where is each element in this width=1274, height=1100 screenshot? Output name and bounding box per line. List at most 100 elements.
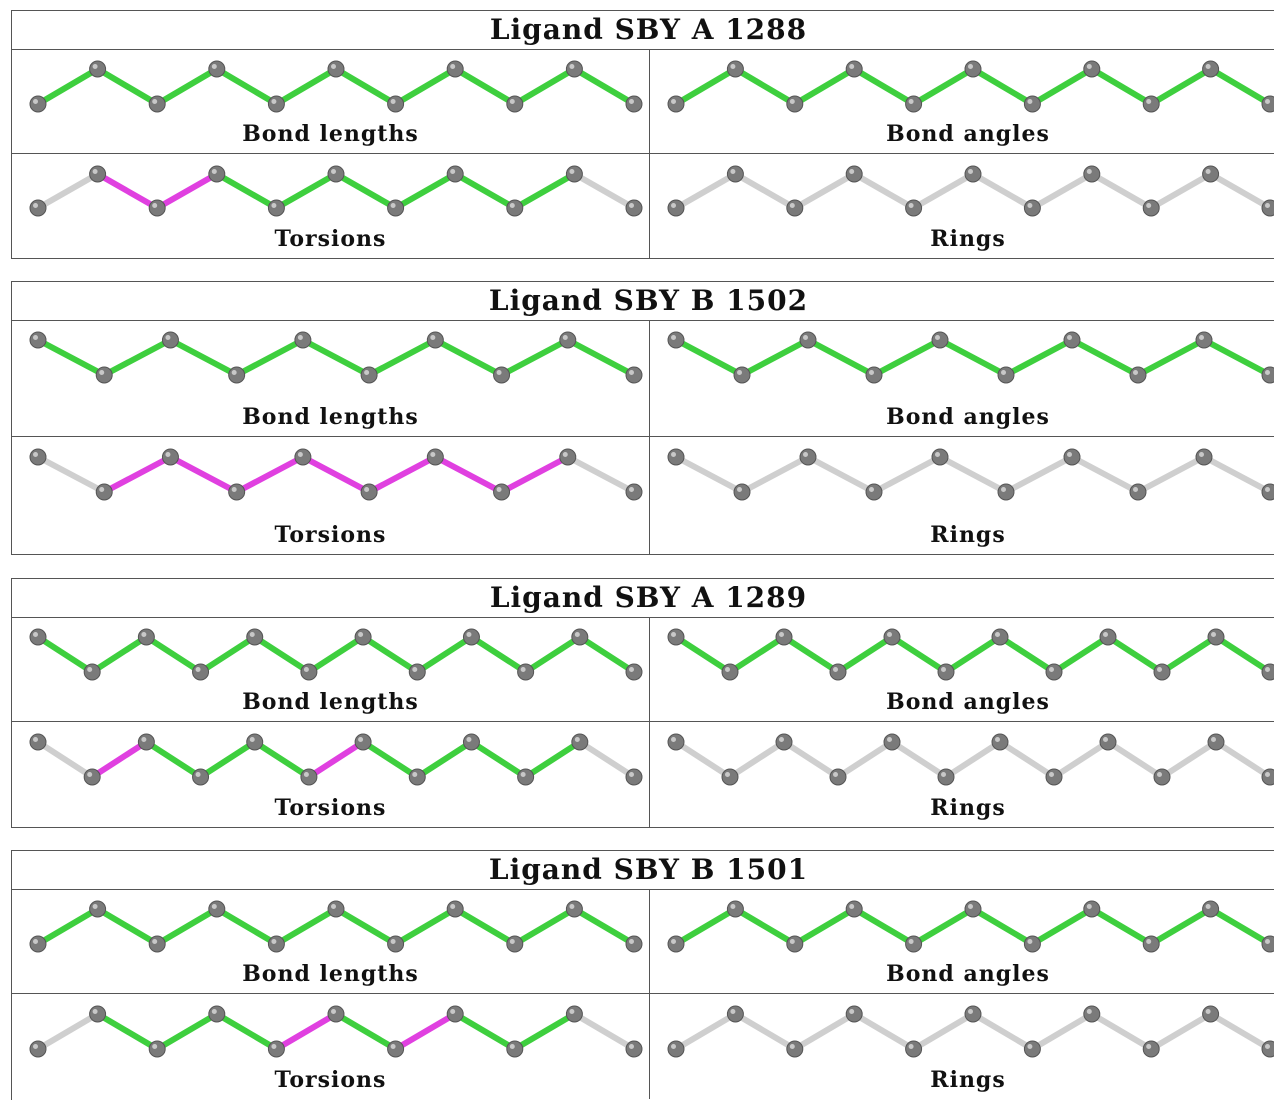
bond-neutral	[1029, 1011, 1095, 1052]
atom-highlight	[569, 904, 575, 909]
carbon-atom	[29, 1040, 47, 1058]
bond-neutral	[970, 1011, 1036, 1052]
carbon-atom	[1261, 366, 1274, 384]
carbon-atom	[726, 165, 744, 183]
panel-label: Bond lengths	[242, 121, 419, 147]
atom-highlight	[1265, 667, 1270, 672]
bond-ok	[213, 1011, 280, 1052]
bond-neutral	[1207, 171, 1273, 211]
molecule-view	[29, 628, 643, 681]
atom-highlight	[671, 632, 676, 637]
bond-neutral	[1069, 454, 1141, 495]
bond-ok	[213, 171, 280, 211]
bond-neutral	[673, 171, 739, 211]
bond-neutral	[1088, 1011, 1155, 1052]
bond-ok	[1207, 66, 1273, 107]
carbon-atom	[845, 1005, 863, 1023]
bond-ok	[511, 1011, 578, 1052]
carbon-atom	[208, 165, 226, 183]
bond-lengths-panel: Bond lengths	[12, 49, 650, 154]
atom-highlight	[935, 335, 940, 340]
bond-neutral	[851, 1011, 917, 1052]
carbon-atom	[1202, 60, 1220, 78]
atom-highlight	[725, 772, 730, 777]
bond-angles-panel: Bond angles	[650, 49, 1274, 154]
carbon-atom	[228, 366, 246, 384]
carbon-atom	[29, 628, 47, 646]
carbon-atom	[905, 935, 923, 953]
bond-ok	[35, 66, 101, 107]
bond-ok	[522, 739, 583, 780]
carbon-atom	[931, 331, 949, 349]
carbon-atom	[493, 366, 511, 384]
atom-highlight	[271, 1044, 277, 1049]
atom-highlight	[195, 667, 201, 672]
bond-ok	[452, 1011, 518, 1052]
atom-highlight	[730, 1009, 736, 1014]
bond-ok	[1105, 634, 1165, 675]
atom-highlight	[908, 939, 914, 944]
atom-highlight	[496, 370, 502, 375]
ligand-block: Ligand SBY B 1502 Bond lengths Bond angl…	[11, 281, 1274, 555]
atom-highlight	[574, 632, 580, 637]
carbon-atom	[1083, 900, 1101, 918]
bond-ok	[791, 66, 858, 107]
atom-highlight	[1103, 632, 1108, 637]
carbon-atom	[845, 165, 863, 183]
atom-highlight	[331, 1009, 336, 1014]
atom-highlight	[271, 203, 277, 208]
atom-highlight	[99, 487, 105, 492]
bond-ok	[1088, 906, 1155, 947]
carbon-atom	[625, 768, 643, 786]
atom-highlight	[141, 737, 147, 742]
atom-highlight	[271, 939, 277, 944]
atom-highlight	[1027, 99, 1033, 104]
carbon-atom	[446, 1005, 464, 1023]
bond-ok	[805, 337, 877, 378]
bond-outlier	[233, 454, 306, 495]
carbon-atom	[559, 331, 577, 349]
bond-ok	[35, 634, 96, 675]
carbon-atom	[192, 663, 210, 681]
molecule-view	[29, 331, 643, 384]
bond-neutral	[1201, 454, 1273, 495]
bond-neutral	[1159, 739, 1219, 780]
bond-ok	[498, 337, 571, 378]
bond-neutral	[732, 1011, 798, 1052]
carbon-atom	[1063, 331, 1081, 349]
atom-highlight	[165, 452, 171, 457]
atom-highlight	[141, 632, 147, 637]
bond-ok	[197, 634, 258, 675]
atom-highlight	[849, 64, 855, 69]
carbon-atom	[905, 1040, 923, 1058]
carbon-atom	[1153, 768, 1171, 786]
bond-angles-panel: Bond angles	[650, 320, 1274, 437]
atom-highlight	[1133, 370, 1138, 375]
atom-highlight	[152, 1044, 158, 1049]
carbon-atom	[667, 935, 685, 953]
bond-ok	[851, 906, 917, 947]
carbon-atom	[1261, 199, 1274, 217]
carbon-atom	[786, 935, 804, 953]
atom-highlight	[629, 203, 634, 208]
panel-label: Torsions	[274, 226, 387, 252]
carbon-atom	[721, 768, 739, 786]
carbon-atom	[95, 366, 113, 384]
atom-highlight	[1265, 939, 1270, 944]
atom-highlight	[789, 939, 795, 944]
carbon-atom	[721, 663, 739, 681]
bond-ok	[910, 66, 976, 107]
bond-neutral	[889, 739, 949, 780]
rings-panel: Rings	[650, 994, 1274, 1099]
bond-ok	[871, 337, 943, 378]
bond-ok	[739, 337, 811, 378]
atom-highlight	[629, 487, 634, 492]
atom-highlight	[331, 904, 336, 909]
atom-highlight	[908, 99, 914, 104]
carbon-atom	[845, 60, 863, 78]
bond-ok	[727, 634, 787, 675]
atom-highlight	[574, 737, 580, 742]
bond-ok	[305, 634, 367, 675]
atom-highlight	[1086, 904, 1092, 909]
carbon-atom	[327, 1005, 345, 1023]
